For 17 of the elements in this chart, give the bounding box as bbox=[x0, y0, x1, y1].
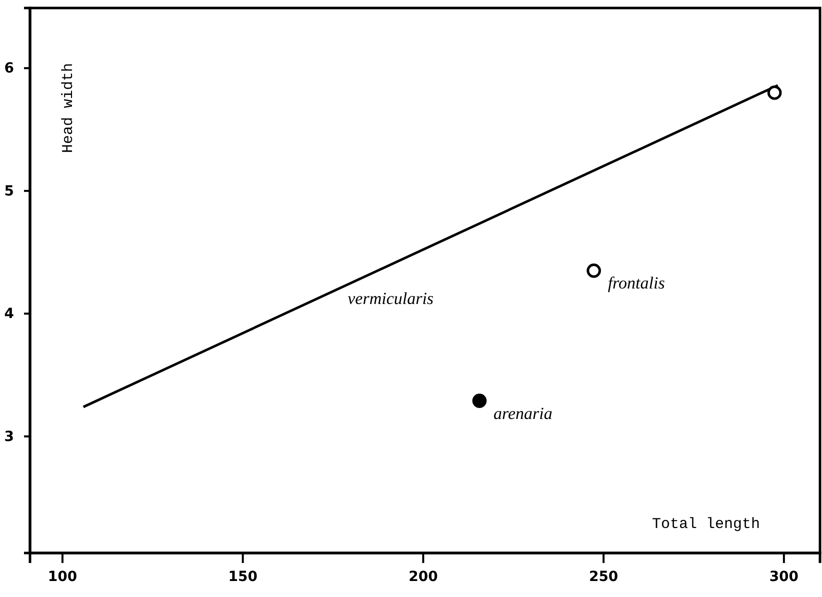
x-tick-label: 250 bbox=[588, 568, 618, 585]
point bbox=[472, 394, 487, 408]
y-axis-title: Head width bbox=[60, 62, 77, 154]
series-label: vermicularis bbox=[348, 289, 434, 308]
y-tick-label: 6 bbox=[4, 60, 14, 77]
series-label: frontalis bbox=[608, 274, 666, 293]
y-tick-label: 5 bbox=[4, 183, 14, 200]
x-axis-title: Total length bbox=[652, 516, 760, 533]
y-tick-label: 3 bbox=[4, 428, 14, 445]
point bbox=[767, 86, 782, 100]
x-tick-label: 200 bbox=[408, 568, 438, 585]
series-label: arenaria bbox=[493, 404, 552, 423]
x-tick-label: 300 bbox=[769, 568, 799, 585]
x-tick-label: 100 bbox=[48, 568, 78, 585]
y-tick-label: 4 bbox=[4, 306, 14, 322]
point bbox=[586, 264, 601, 278]
x-tick-label: 150 bbox=[228, 568, 258, 585]
